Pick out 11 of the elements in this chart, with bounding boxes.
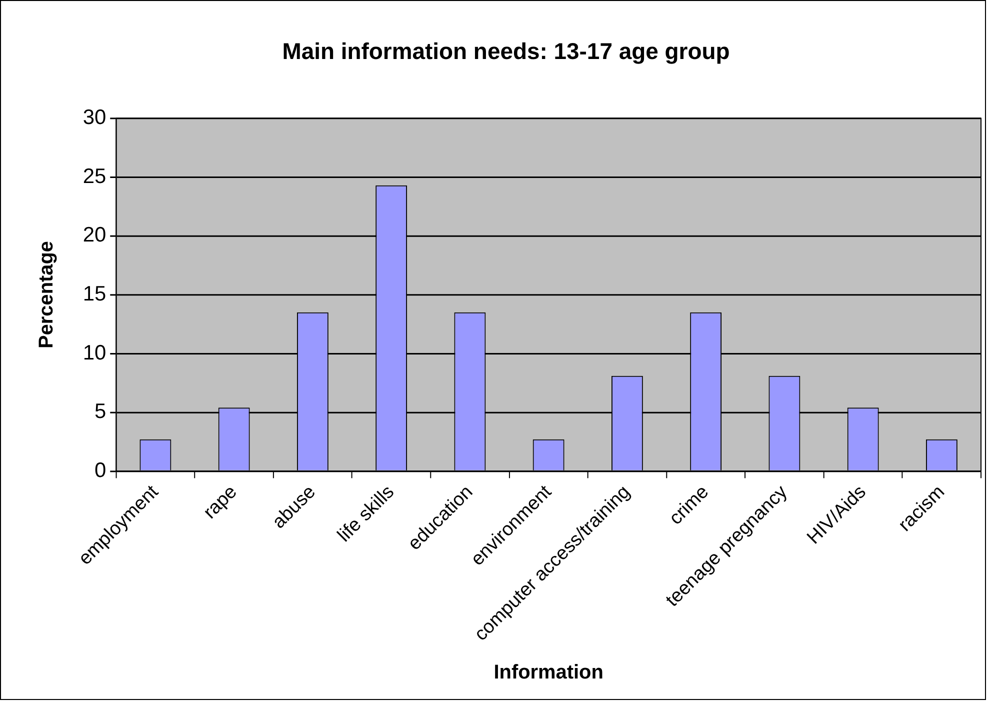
y-tick-label: 0 bbox=[94, 458, 106, 482]
y-axis-title: Percentage bbox=[35, 240, 58, 348]
y-tick-label: 30 bbox=[82, 106, 106, 130]
chart-title: Main information needs: 13-17 age group bbox=[282, 38, 730, 64]
x-tick-label: rape bbox=[200, 482, 242, 524]
y-tick-label: 5 bbox=[94, 400, 106, 424]
y-tick-label: 25 bbox=[82, 164, 106, 188]
y-tick-label: 15 bbox=[82, 282, 106, 306]
x-axis-title: Information bbox=[494, 662, 604, 684]
y-tick-label: 10 bbox=[82, 341, 106, 364]
y-tick-label: 20 bbox=[82, 224, 106, 247]
